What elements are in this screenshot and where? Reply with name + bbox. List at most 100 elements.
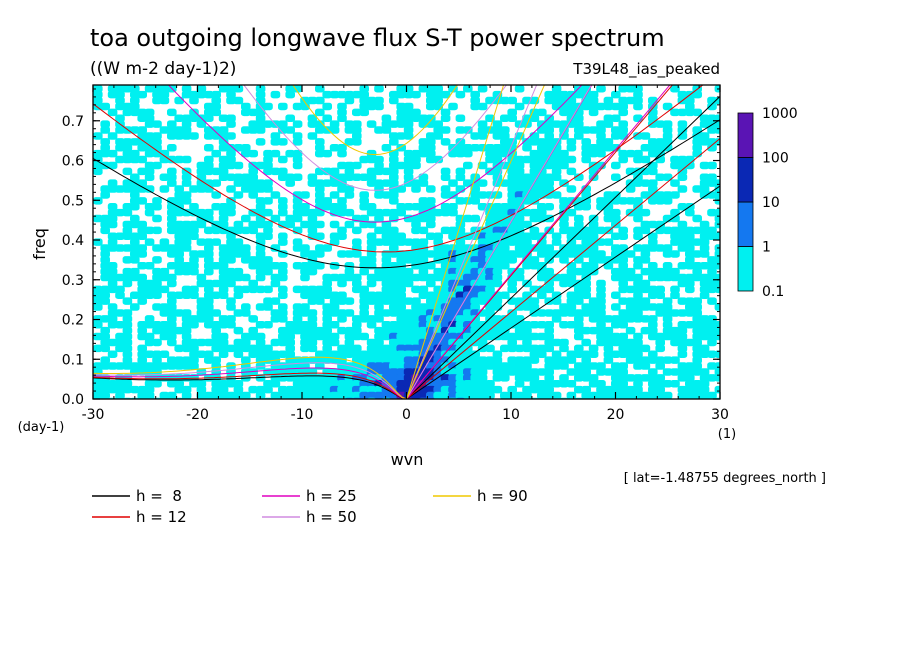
heat-cell [337,203,347,211]
heat-cell [159,244,170,252]
heat-cell [537,185,547,193]
heat-cell [633,102,643,111]
heat-cell [640,155,651,164]
heat-cell [218,167,229,176]
heat-cell [440,90,451,99]
heat-cell [137,391,147,399]
heat-cell [366,297,377,305]
heat-cell [366,102,377,111]
heat-cell [514,374,525,382]
heat-cell [611,362,621,370]
heat-cell [603,315,614,323]
heat-cell [389,167,399,176]
heat-cell [278,120,288,128]
heat-cell [366,315,377,323]
heat-cell [403,309,414,317]
heat-cell [618,273,628,282]
heat-cell [648,138,658,146]
heat-cell [433,380,443,388]
heat-cell [337,208,347,217]
heat-cell [574,226,584,235]
heat-cell [278,303,288,311]
heat-cell [418,250,429,258]
heat-cell [463,144,473,152]
heat-cell [352,326,362,335]
heat-cell [433,273,443,282]
heat-cell [122,338,133,347]
heat-cell [93,85,103,93]
heat-cell [144,114,155,122]
heat-cell [248,226,258,235]
heat-cell [699,285,710,294]
heat-cell [292,191,303,199]
heat-cell [655,380,665,388]
heat-cell [181,220,192,229]
heat-cell [307,114,318,122]
heat-cell [485,309,495,317]
heat-cell [500,262,510,270]
heat-cell [625,149,636,158]
heat-cell [707,285,717,294]
heat-cell [315,362,325,370]
heat-cell [152,362,162,370]
heat-cell [167,297,177,305]
heat-cell [514,356,525,364]
heat-cell [270,380,281,388]
heat-cell [181,309,192,317]
heat-cell [648,244,658,252]
heat-cell [159,285,170,294]
dispersion-curves [93,85,720,399]
heat-cell [611,374,621,382]
heat-cell [463,279,473,288]
heat-cell [144,149,155,158]
heat-cell [115,144,125,152]
heat-cell [196,120,207,128]
heat-cell [174,309,184,317]
heat-cell [389,120,399,128]
heat-cell [137,232,147,240]
heat-cell [322,149,332,158]
heat-cell [389,155,399,164]
heat-cell [233,285,244,294]
heat-cell [485,191,495,199]
heat-cell [699,374,710,382]
heat-cell [130,267,140,276]
heat-cell [574,267,584,276]
heat-cell [359,220,369,229]
heat-cell [107,185,118,193]
heat-cell [226,315,236,323]
heat-cell [596,368,606,376]
heat-cell [618,232,628,240]
colorbar-swatch [737,112,754,158]
heat-cell [574,114,584,122]
heat-cell [418,285,429,294]
heat-cell [692,149,702,158]
heat-cell [100,244,110,252]
heat-cell [130,250,140,258]
heat-cell [204,279,214,288]
heat-cell [241,344,251,353]
heat-cell [514,85,525,93]
dispersion-curve-upper [93,119,720,269]
heat-cell [374,126,384,134]
heat-cell [226,226,236,235]
heat-cell [233,244,244,252]
heat-cell [93,332,103,341]
heat-cell [329,332,340,341]
heat-cell [130,220,140,229]
heat-cell [529,149,540,158]
heat-cell [559,90,569,99]
heat-cell [537,385,547,394]
heat-cell [100,326,110,335]
heat-cell [115,126,125,134]
heat-cell [440,208,451,217]
heat-cell [514,161,525,170]
heat-cell [403,344,414,353]
heat-cell [551,149,562,158]
heat-cell [137,244,147,252]
heat-cell [648,149,658,158]
heat-cell [448,362,458,370]
heat-cell [322,385,332,394]
heat-cell [500,126,510,134]
heat-cell [522,297,532,305]
